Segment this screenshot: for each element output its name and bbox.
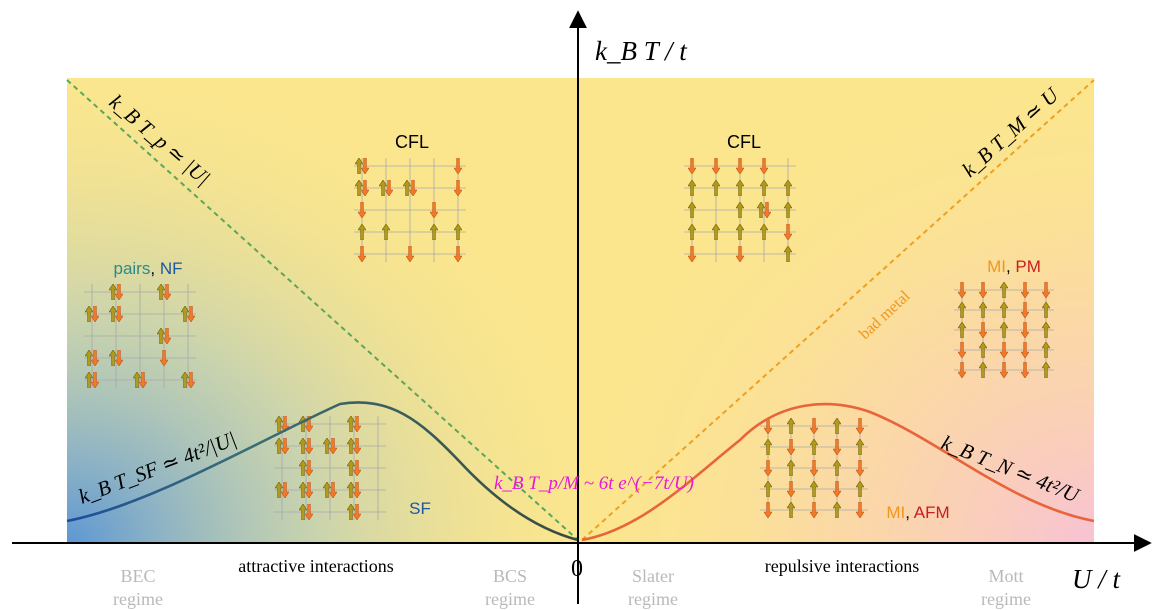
mi-afm-separator: , [905, 503, 914, 522]
attractive-interactions-label: attractive interactions [238, 556, 393, 576]
mott-regime-line2: regime [981, 589, 1031, 609]
sf-label: SF [409, 499, 431, 518]
cfl-right-label: CFL [727, 132, 761, 152]
y-axis-label: k_B T / t [595, 36, 688, 66]
pairs-label: pairs [114, 259, 151, 278]
afm-label: AFM [914, 503, 950, 522]
mi-pm-lattice [954, 282, 1054, 378]
pairs-nf-separator: , [150, 259, 159, 278]
bec-regime-line2: regime [113, 589, 163, 609]
tsf-curve [66, 401, 579, 542]
bcs-regime-line2: regime [485, 589, 535, 609]
pairs-nf-label: pairs, NF [114, 259, 183, 278]
mi-pm-label: MI, PM [987, 257, 1041, 276]
bcs-regime-line1: BCS [493, 566, 527, 586]
nf-label: NF [160, 259, 183, 278]
repulsive-interactions-label: repulsive interactions [765, 556, 919, 576]
tm-dashed-line [581, 79, 1095, 541]
tp-dashed-line [66, 79, 579, 541]
slater-regime-line1: Slater [632, 566, 674, 586]
pm-label: PM [1015, 257, 1041, 276]
center-formula: k_B T_p/M ~ 6t e^(−7t/U) [494, 473, 694, 494]
sf-lattice [274, 416, 386, 520]
mi-pm-separator: , [1006, 257, 1015, 276]
cfl-right-lattice [684, 158, 796, 262]
background [67, 78, 1094, 543]
mi-top-label: MI [987, 257, 1006, 276]
spin-lattices [84, 158, 1054, 520]
mott-regime-line1: Mott [988, 566, 1023, 586]
cfl-left-lattice [354, 158, 466, 262]
mi-afm-label: MI, AFM [886, 503, 949, 522]
tn-curve [581, 402, 1095, 542]
mi-bottom-label: MI [886, 503, 905, 522]
slater-regime-line2: regime [628, 589, 678, 609]
bec-regime-line1: BEC [120, 566, 155, 586]
mi-afm-lattice [760, 418, 868, 518]
pairs-lattice [84, 284, 196, 388]
cfl-left-label: CFL [395, 132, 429, 152]
origin-label: 0 [571, 556, 583, 582]
x-axis-label: U / t [1072, 564, 1122, 594]
